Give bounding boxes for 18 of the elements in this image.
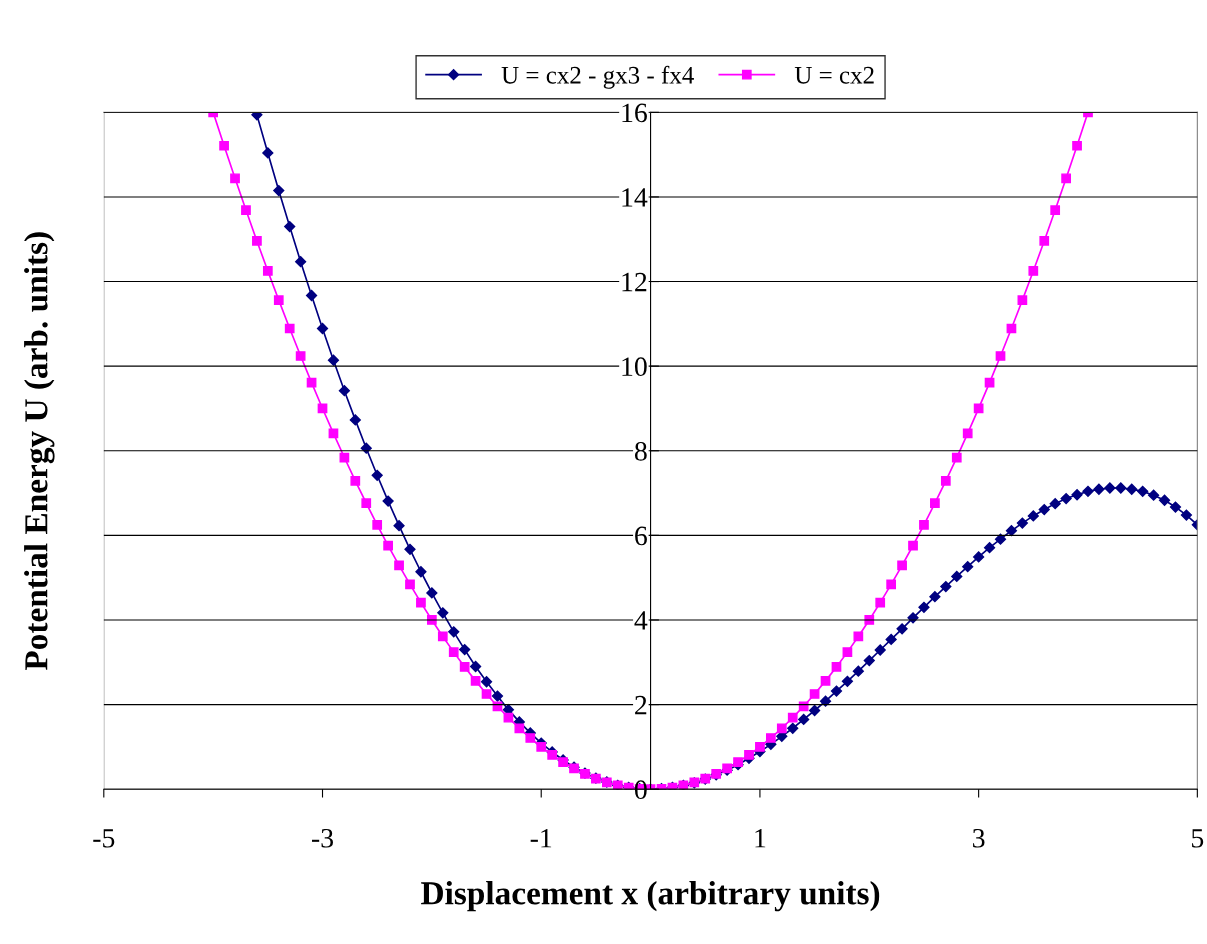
x-tick-label: 3: [973, 828, 985, 848]
x-axis-title: Displacement x (arbitrary units): [421, 881, 880, 912]
y-axis-title: Potential Energy U (arb. units): [24, 232, 55, 671]
y-tick-label: 10: [622, 357, 647, 377]
x-tick-label: 1: [755, 829, 766, 848]
y-tick-label: 2: [635, 695, 647, 715]
y-tick-label: 8: [634, 441, 647, 461]
y-tick-label: 16: [622, 103, 647, 123]
legend-label: U = cx2 - gx3 - fx4: [501, 65, 694, 89]
y-tick-label: 12: [622, 272, 647, 292]
x-tick-label: -1: [530, 829, 552, 848]
x-tick-label: 5: [1192, 829, 1204, 848]
y-tick-label: 14: [622, 188, 648, 207]
x-tick-label: -3: [311, 828, 333, 848]
x-tick-label: -5: [93, 829, 115, 848]
y-tick-label: 4: [634, 611, 648, 630]
y-tick-label: 6: [635, 526, 647, 546]
legend-label: U = cx2: [794, 66, 874, 84]
